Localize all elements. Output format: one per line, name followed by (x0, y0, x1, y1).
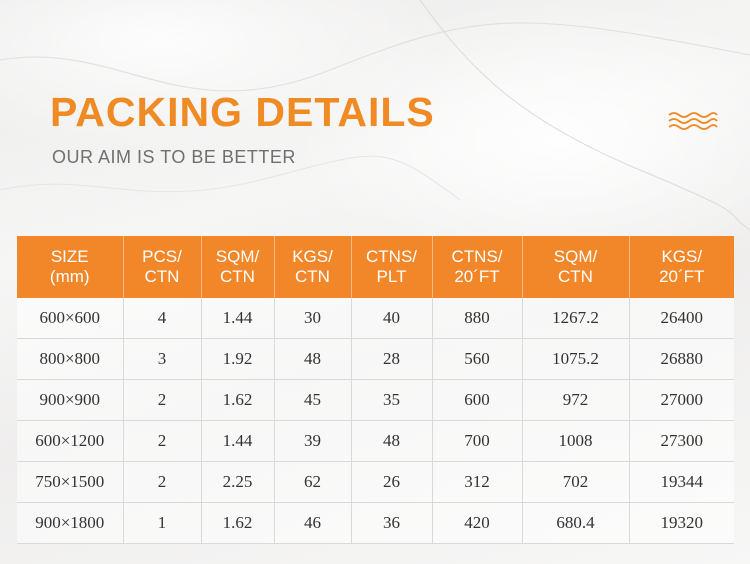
table-cell: 880 (431, 298, 522, 339)
table-cell: 45 (273, 379, 351, 421)
column-header-sqm-ctn: SQM/CTN (200, 236, 274, 298)
table-cell: 1.62 (200, 502, 274, 544)
table-cell: 900×1800 (17, 502, 123, 544)
page-title: PACKING DETAILS (50, 89, 435, 135)
table-cell: 35 (350, 379, 432, 421)
table-cell: 39 (273, 420, 351, 462)
table-cell: 48 (350, 420, 432, 462)
table-cell: 900×900 (17, 379, 123, 421)
table-cell: 702 (521, 461, 629, 503)
table-row: 600×600 4 1.44 30 40 880 1267.2 26400 (17, 298, 734, 339)
table-cell: 19344 (628, 461, 734, 503)
column-header-size: SIZE (mm) (17, 236, 123, 298)
table-cell: 46 (273, 502, 351, 544)
table-cell: 40 (350, 298, 432, 339)
table-row: 750×1500 2 2.25 62 26 312 702 19344 (17, 461, 734, 503)
table-cell: 1075.2 (521, 338, 629, 380)
table-row: 900×900 2 1.62 45 35 600 972 27000 (17, 379, 734, 421)
table-cell: 1.44 (200, 298, 274, 339)
table-header: SIZE (mm) PCS/CTN SQM/CTN KGS/CTN CTNS/PL… (17, 236, 734, 298)
table-cell: 972 (521, 379, 629, 421)
table-cell: 420 (431, 502, 522, 544)
table-cell: 27000 (628, 379, 734, 421)
table-cell: 750×1500 (17, 461, 123, 503)
table-cell: 800×800 (17, 338, 123, 380)
column-header-ctns-20ft: CTNS/20´FT (431, 236, 522, 298)
table-cell: 62 (273, 461, 351, 503)
table-cell: 4 (122, 298, 201, 339)
table-body: 600×600 4 1.44 30 40 880 1267.2 26400 800×800 3 1.… (17, 298, 734, 544)
table-cell: 1008 (521, 420, 629, 462)
table-cell: 27300 (628, 420, 734, 462)
table-cell: 600 (431, 379, 522, 421)
wave-icon (668, 112, 718, 130)
table-cell: 3 (122, 338, 201, 380)
table-row: 800×800 3 1.92 48 28 560 1075.2 26880 (17, 338, 734, 380)
table-row: 600×1200 2 1.44 39 48 700 1008 27300 (17, 420, 734, 462)
column-header-ctns-plt: CTNS/PLT (350, 236, 432, 298)
table-cell: 700 (431, 420, 522, 462)
table-cell: 2 (122, 379, 201, 421)
table-cell: 560 (431, 338, 522, 380)
packing-table: SIZE (mm) PCS/CTN SQM/CTN KGS/CTN CTNS/PL… (17, 236, 734, 544)
table-cell: 1.92 (200, 338, 274, 380)
table-cell: 2.25 (200, 461, 274, 503)
page-subtitle: OUR AIM IS TO BE BETTER (52, 147, 296, 167)
table-cell: 26880 (628, 338, 734, 380)
column-header-kgs-20ft: KGS/20´FT (628, 236, 734, 298)
table-cell: 1.62 (200, 379, 274, 421)
table-cell: 600×600 (17, 298, 123, 339)
table-cell: 1.44 (200, 420, 274, 462)
table-cell: 2 (122, 461, 201, 503)
column-header-sqm-ctn-2: SQM/CTN (521, 236, 629, 298)
table-cell: 600×1200 (17, 420, 123, 462)
column-header-kgs-ctn: KGS/CTN (273, 236, 351, 298)
table-cell: 680.4 (521, 502, 629, 544)
column-header-pcs-ctn: PCS/CTN (122, 236, 201, 298)
table-header-row: SIZE (mm) PCS/CTN SQM/CTN KGS/CTN CTNS/PL… (17, 236, 734, 298)
table-cell: 30 (273, 298, 351, 339)
table-cell: 312 (431, 461, 522, 503)
table-cell: 28 (350, 338, 432, 380)
table-cell: 48 (273, 338, 351, 380)
table-cell: 26400 (628, 298, 734, 339)
table-cell: 1 (122, 502, 201, 544)
table-cell: 26 (350, 461, 432, 503)
table-row: 900×1800 1 1.62 46 36 420 680.4 19320 (17, 502, 734, 544)
table-cell: 19320 (628, 502, 734, 544)
table-cell: 1267.2 (521, 298, 629, 339)
table-cell: 2 (122, 420, 201, 462)
table-cell: 36 (350, 502, 432, 544)
